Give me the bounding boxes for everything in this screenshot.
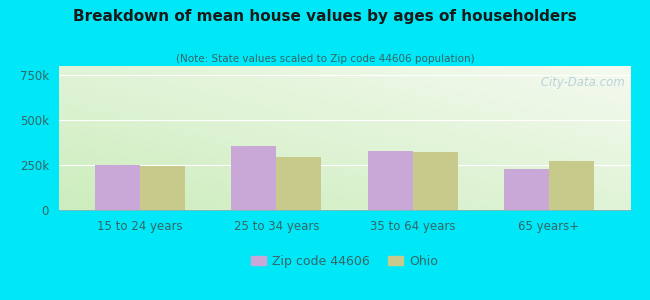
Bar bbox=[96, 165, 140, 210]
Text: City-Data.com: City-Data.com bbox=[537, 76, 625, 89]
Text: (Note: State values scaled to Zip code 44606 population): (Note: State values scaled to Zip code 4… bbox=[176, 54, 474, 64]
Legend: Zip code 44606, Ohio: Zip code 44606, Ohio bbox=[246, 250, 443, 273]
Bar bbox=[549, 160, 593, 210]
Bar bbox=[413, 152, 458, 210]
Bar bbox=[368, 151, 413, 210]
Text: Breakdown of mean house values by ages of householders: Breakdown of mean house values by ages o… bbox=[73, 9, 577, 24]
Bar bbox=[140, 166, 185, 210]
Bar bbox=[504, 169, 549, 210]
Bar bbox=[276, 157, 321, 210]
Bar bbox=[231, 146, 276, 210]
